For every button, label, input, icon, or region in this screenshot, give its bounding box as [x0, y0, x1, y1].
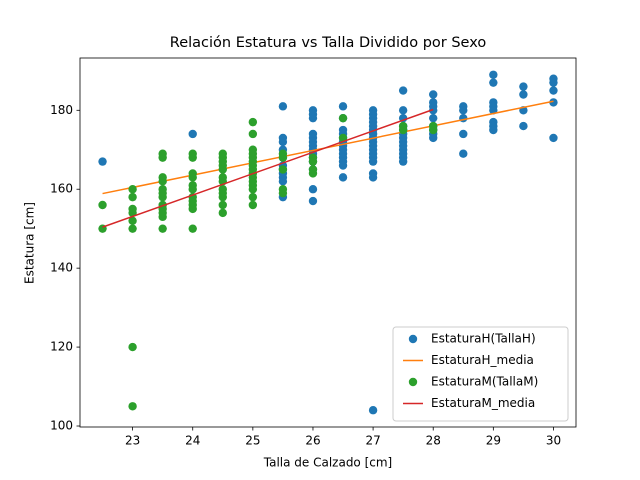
y-tick-label: 160: [50, 182, 73, 196]
point: [188, 173, 197, 182]
point: [278, 102, 288, 111]
point: [549, 78, 558, 87]
point: [158, 224, 167, 233]
point: [218, 200, 227, 210]
point: [549, 86, 558, 95]
point: [398, 125, 408, 135]
point: [519, 82, 528, 91]
point: [248, 200, 258, 210]
point: [248, 192, 258, 202]
x-tick-label: 27: [365, 434, 380, 448]
x-axis-label: Talla de Calzado [cm]: [263, 456, 393, 470]
legend-label: EstaturaH_media: [431, 353, 534, 367]
point: [429, 133, 438, 143]
point: [158, 177, 167, 186]
point: [188, 185, 197, 194]
point: [158, 212, 167, 222]
point: [338, 102, 348, 111]
point: [308, 196, 318, 206]
point: [98, 200, 107, 210]
legend-label: EstaturaM_media: [431, 396, 535, 410]
point: [398, 86, 408, 95]
point: [368, 406, 378, 415]
point: [489, 78, 498, 87]
point: [128, 342, 137, 352]
point: [158, 192, 167, 202]
point: [308, 185, 318, 194]
point: [188, 153, 197, 162]
line: [102, 108, 434, 228]
point: [338, 113, 348, 123]
point: [188, 204, 197, 214]
point: [218, 165, 227, 174]
y-axis-label: Estatura [cm]: [23, 202, 37, 284]
point: [489, 70, 498, 79]
point: [519, 90, 528, 99]
point: [308, 113, 318, 123]
point: [459, 113, 468, 123]
axes-frame: [79, 57, 577, 428]
y-tick-label: 100: [50, 419, 73, 433]
point: [368, 173, 378, 182]
chart-title: Relación Estatura vs Talla Dividido por …: [170, 35, 487, 51]
point: [308, 169, 318, 178]
point: [158, 153, 167, 162]
point: [278, 188, 288, 198]
y-tick-label: 140: [50, 261, 73, 275]
point: [248, 117, 258, 127]
point: [429, 90, 438, 99]
x-tick-label: 23: [125, 434, 140, 448]
point: [398, 106, 408, 115]
point: [128, 185, 137, 194]
point: [128, 402, 137, 411]
legend-label: EstaturaM(TallaM): [431, 375, 538, 389]
legend-swatch: [408, 334, 418, 344]
legend-label: EstaturaH(TallaH): [431, 332, 536, 346]
point: [218, 208, 227, 218]
x-tick-label: 25: [245, 434, 260, 448]
point: [368, 157, 378, 166]
point: [338, 161, 348, 170]
point: [128, 216, 137, 225]
legend: EstaturaH(TallaH) EstaturaH_media Estatura…: [392, 326, 569, 422]
x-tick-label: 30: [546, 434, 561, 448]
point: [98, 157, 107, 166]
y-tick-label: 120: [50, 340, 73, 354]
point: [459, 129, 468, 139]
point: [248, 185, 258, 194]
point: [278, 177, 288, 186]
point: [429, 125, 438, 135]
point: [248, 129, 258, 139]
point: [308, 157, 318, 166]
point: [278, 165, 288, 174]
point: [489, 125, 498, 135]
point: [128, 192, 137, 202]
point: [128, 224, 137, 233]
point: [338, 133, 348, 143]
legend-box: [392, 326, 569, 422]
y-tick-label: 180: [50, 103, 73, 117]
point: [338, 173, 348, 182]
point: [398, 157, 408, 166]
x-tick-label: 26: [305, 434, 320, 448]
x-tick-label: 24: [185, 434, 200, 448]
point: [549, 133, 558, 143]
point: [429, 113, 438, 123]
point: [519, 121, 528, 131]
x-tick-label: 28: [426, 434, 441, 448]
point: [278, 137, 288, 147]
point: [188, 224, 197, 233]
legend-swatch: [408, 377, 418, 387]
point: [459, 149, 468, 158]
x-tick-label: 29: [486, 434, 501, 448]
point: [459, 106, 468, 115]
point: [549, 98, 558, 107]
point: [188, 129, 197, 139]
point: [278, 153, 288, 162]
point: [218, 192, 227, 202]
